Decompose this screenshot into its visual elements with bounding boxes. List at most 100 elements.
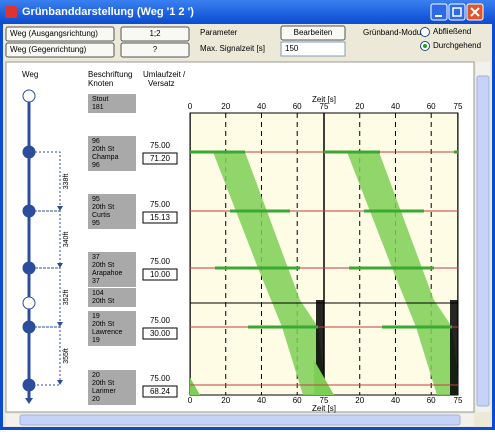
mode-option: Abfließend (433, 27, 471, 36)
edit-button[interactable] (280, 25, 346, 41)
arrow (57, 322, 63, 327)
offset: 10.00 (150, 270, 171, 279)
route-back-button[interactable] (5, 42, 115, 58)
node (22, 378, 36, 392)
x-tick-label: 75 (320, 102, 329, 111)
offset-box (142, 211, 178, 224)
v-scroll-thumb[interactable] (476, 75, 490, 407)
distance-bracket (35, 210, 61, 269)
x-tick-label: 20 (355, 396, 364, 405)
labels-header: Knoten (88, 79, 113, 88)
node-label-box (88, 94, 136, 113)
cycle-time: 75.00 (150, 200, 171, 209)
green-band (213, 152, 326, 395)
max-signal-label: Max. Signalzeit [s] (200, 44, 265, 53)
x-tick-label: 0 (188, 102, 193, 111)
x-tick-label: 60 (427, 396, 436, 405)
node-label-box (88, 311, 136, 346)
route-out-button[interactable] (5, 26, 115, 42)
distance-label: 338ft (63, 174, 70, 190)
green-band (314, 360, 334, 395)
x-tick-label: 40 (257, 396, 266, 405)
mode-option: Durchgehend (433, 41, 481, 50)
node-label: Champa (92, 154, 119, 161)
x-tick-label: 20 (221, 102, 230, 111)
title-bar (0, 0, 495, 24)
node-label: 20th St (92, 204, 114, 211)
node (22, 145, 36, 159)
max-signal-value: 150 (285, 44, 299, 53)
h-scroll-thumb[interactable] (19, 414, 461, 426)
offset-box (142, 327, 178, 340)
app-icon (5, 6, 17, 18)
cycle-header: Versatz (148, 79, 175, 88)
radio-dot (423, 44, 427, 48)
route-out-value-text: 1;2 (149, 29, 161, 38)
x-tick-label: 0 (188, 396, 193, 405)
x-tick-label: 60 (293, 102, 302, 111)
node-label: 20th St (92, 321, 114, 328)
band-end (316, 300, 324, 395)
minimize[interactable] (430, 3, 448, 21)
route-diagram: 338ft 340ft 352ft 355ft (22, 89, 70, 404)
axis-label: Zeit [s] (312, 404, 336, 413)
node-label: 20 (92, 372, 100, 379)
node (22, 89, 36, 103)
max-signal-input[interactable] (280, 41, 346, 57)
node-label: 19 (92, 337, 100, 344)
offset-box (142, 152, 178, 165)
distance-label: 355ft (63, 348, 70, 364)
distance-label: 340ft (63, 232, 70, 248)
cycle-time: 75.00 (150, 257, 171, 266)
route-end (25, 398, 33, 404)
x-tick-label: 40 (391, 396, 400, 405)
node-label: 181 (92, 104, 104, 111)
arrow (57, 206, 63, 211)
route-out-label: Weg (Ausgangsrichtung) (10, 29, 98, 38)
node-label: 20 (92, 396, 100, 403)
cycle-time: 75.00 (150, 141, 171, 150)
node-label: 104 (92, 290, 104, 297)
offset: 15.13 (150, 213, 171, 222)
node-label: Curtis (92, 212, 111, 219)
node (22, 204, 36, 218)
radio-outflow[interactable] (420, 27, 430, 37)
band-end (450, 300, 458, 395)
cycle-time: 75.00 (150, 316, 171, 325)
x-tick-label: 40 (391, 102, 400, 111)
node-label: 20th St (92, 380, 114, 387)
window-buttons (430, 3, 484, 21)
node-label: 37 (92, 278, 100, 285)
x-tick-label: 20 (221, 396, 230, 405)
maximize[interactable] (448, 3, 466, 21)
route-out-value[interactable] (120, 26, 190, 42)
x-tick-label: 75 (320, 396, 329, 405)
green-band (190, 377, 200, 395)
route-back-value[interactable] (120, 42, 190, 58)
node (22, 296, 36, 310)
offset: 30.00 (150, 329, 171, 338)
node (22, 320, 36, 334)
axis-label: Zeit [s] (312, 95, 336, 104)
node-label: 19 (92, 313, 100, 320)
parameter-label: Parameter (200, 28, 238, 37)
edit-button-text: Bearbeiten (294, 28, 333, 37)
offset: 68.24 (150, 387, 171, 396)
arrow (57, 380, 63, 385)
labels-header: Beschriftung (88, 70, 132, 79)
x-tick-label: 60 (293, 396, 302, 405)
offset-box (142, 385, 178, 398)
node-label: Larimer (92, 388, 116, 395)
cycle-time: 75.00 (150, 374, 171, 383)
node-label: 96 (92, 162, 100, 169)
node-label: Lawrence (92, 329, 122, 336)
offset: 71.20 (150, 154, 171, 163)
window-title: Grünbanddarstellung (Weg '1 2 ') (22, 6, 194, 18)
arrow (57, 263, 63, 268)
cycle-header: Umlaufzeit / (143, 70, 186, 79)
node (22, 261, 36, 275)
node-label: 20th St (92, 298, 114, 305)
distance-bracket (35, 326, 61, 386)
node-label: 96 (92, 138, 100, 145)
